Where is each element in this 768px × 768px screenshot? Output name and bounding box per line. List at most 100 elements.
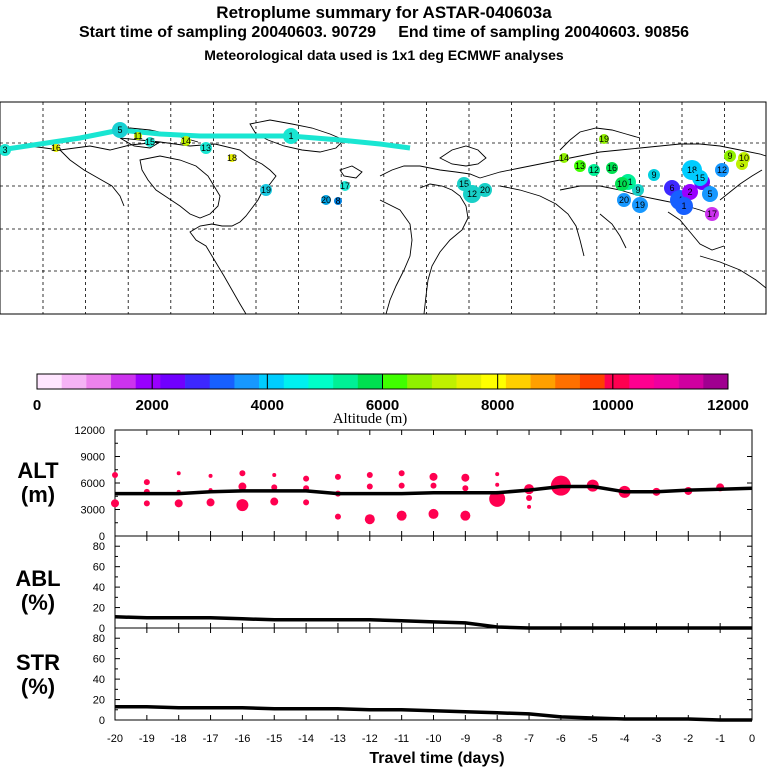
panel-title: ALT xyxy=(17,458,59,483)
cluster-dot xyxy=(334,473,341,480)
cluster-dot xyxy=(428,508,439,519)
cluster-dot xyxy=(429,472,438,481)
cluster-dot xyxy=(143,500,150,507)
map-cluster-marker xyxy=(648,169,660,181)
map-cluster-marker xyxy=(615,177,629,191)
x-tick-label: -3 xyxy=(652,733,662,745)
map-cluster-label: 5 xyxy=(707,189,712,199)
cluster-dot xyxy=(112,472,118,479)
x-tick-label: -14 xyxy=(298,733,314,745)
map-cluster-label: 20 xyxy=(321,195,331,205)
cluster-dot xyxy=(461,473,470,482)
colorbar-swatch xyxy=(234,374,260,389)
map-cluster-label: 3 xyxy=(739,159,744,169)
cluster-dot xyxy=(398,482,405,489)
map-cluster-label: 9 xyxy=(651,170,656,180)
x-tick-label: -17 xyxy=(203,733,219,745)
x-tick-label: -1 xyxy=(715,733,725,745)
x-tick-label: -18 xyxy=(171,733,187,745)
colorbar-swatch xyxy=(481,374,507,389)
map-cluster-marker xyxy=(134,132,142,140)
map-cluster-label: 19 xyxy=(261,185,271,195)
colorbar-swatch xyxy=(86,374,112,389)
coastline xyxy=(379,199,413,315)
cluster-dot xyxy=(206,498,215,507)
colorbar-swatch xyxy=(259,374,285,389)
map-cluster-label: 11 xyxy=(133,131,142,141)
map-cluster-label: 17 xyxy=(707,209,717,219)
sampling-times: Start time of sampling 20040603. 90729 E… xyxy=(78,24,690,41)
map-cluster-label: 17 xyxy=(340,181,350,191)
chart-title: Retroplume summary for ASTAR-040603a xyxy=(216,3,552,22)
y-tick-label: 40 xyxy=(93,582,105,594)
map-cluster-label: 19 xyxy=(635,200,645,210)
colorbar-swatch xyxy=(61,374,87,389)
map-cluster-marker xyxy=(675,197,693,215)
map-cluster-marker xyxy=(705,207,719,221)
map-cluster-label: 15 xyxy=(695,173,705,183)
y-tick-label: 80 xyxy=(93,633,105,645)
colorbar-swatch xyxy=(653,374,679,389)
colorbar-swatch xyxy=(308,374,334,389)
map-cluster-marker xyxy=(692,170,708,186)
cluster-dot xyxy=(238,482,247,491)
cluster-dot xyxy=(366,472,373,479)
map-cluster-marker xyxy=(463,185,481,203)
cluster-dot xyxy=(303,499,310,506)
map-cluster-label: 14 xyxy=(559,153,569,163)
cluster-dot xyxy=(526,495,533,502)
cluster-dot xyxy=(270,497,279,506)
cluster-dot xyxy=(430,482,437,489)
coastline xyxy=(339,165,363,179)
x-tick-label: -10 xyxy=(426,733,442,745)
met-data-note: Meteorological data used is 1x1 deg ECMW… xyxy=(204,47,564,63)
x-tick-label: -4 xyxy=(620,733,630,745)
series-line xyxy=(115,704,752,722)
colorbar-swatch xyxy=(382,374,408,389)
x-tick-label: -12 xyxy=(362,733,378,745)
map-cluster-label: 9 xyxy=(727,151,732,161)
x-tick-label: -19 xyxy=(139,733,155,745)
colorbar-swatch xyxy=(604,374,630,389)
map-cluster-marker xyxy=(617,193,631,207)
y-tick-label: 0 xyxy=(99,531,105,543)
cluster-dot xyxy=(489,490,506,507)
map-cluster-marker xyxy=(724,150,736,162)
y-tick-label: 40 xyxy=(93,674,105,686)
panel-title: ABL xyxy=(15,566,60,591)
x-tick-label: -5 xyxy=(588,733,598,745)
colorbar-swatch xyxy=(135,374,161,389)
map-cluster-label: 2 xyxy=(687,187,692,197)
colorbar-swatch xyxy=(283,374,309,389)
map-cluster-marker xyxy=(145,137,155,147)
colorbar-swatch xyxy=(407,374,433,389)
y-tick-label: 3000 xyxy=(81,505,105,517)
coastline xyxy=(0,141,277,315)
cluster-dot xyxy=(303,475,310,482)
colorbar-tick-label: 12000 xyxy=(707,397,749,414)
cluster-dot xyxy=(239,470,246,477)
map-cluster-marker xyxy=(200,142,212,154)
colorbar-swatch xyxy=(431,374,457,389)
coastline xyxy=(479,143,767,179)
cluster-dot xyxy=(236,499,249,512)
y-tick-label: 60 xyxy=(93,562,105,574)
cluster-dot xyxy=(176,471,181,476)
colorbar-tick-label: 4000 xyxy=(251,397,284,414)
x-tick-label: -16 xyxy=(234,733,250,745)
map-cluster-marker xyxy=(52,144,60,152)
time-series-panels: ALT(m)120009000600030000ABL(%)806040200S… xyxy=(15,425,755,767)
y-tick-label: 80 xyxy=(93,541,105,553)
cluster-dot xyxy=(143,479,150,486)
cluster-dot xyxy=(111,499,119,508)
x-tick-label: -15 xyxy=(266,733,282,745)
coastline xyxy=(699,255,767,289)
y-tick-label: 9000 xyxy=(81,452,105,464)
map-cluster-label: 12 xyxy=(589,165,599,175)
colorbar-label: Altitude (m) xyxy=(333,411,408,427)
coastline xyxy=(499,185,585,257)
colorbar-swatch xyxy=(357,374,383,389)
map-cluster-label: 12 xyxy=(467,189,477,199)
map-cluster-marker xyxy=(112,122,128,138)
